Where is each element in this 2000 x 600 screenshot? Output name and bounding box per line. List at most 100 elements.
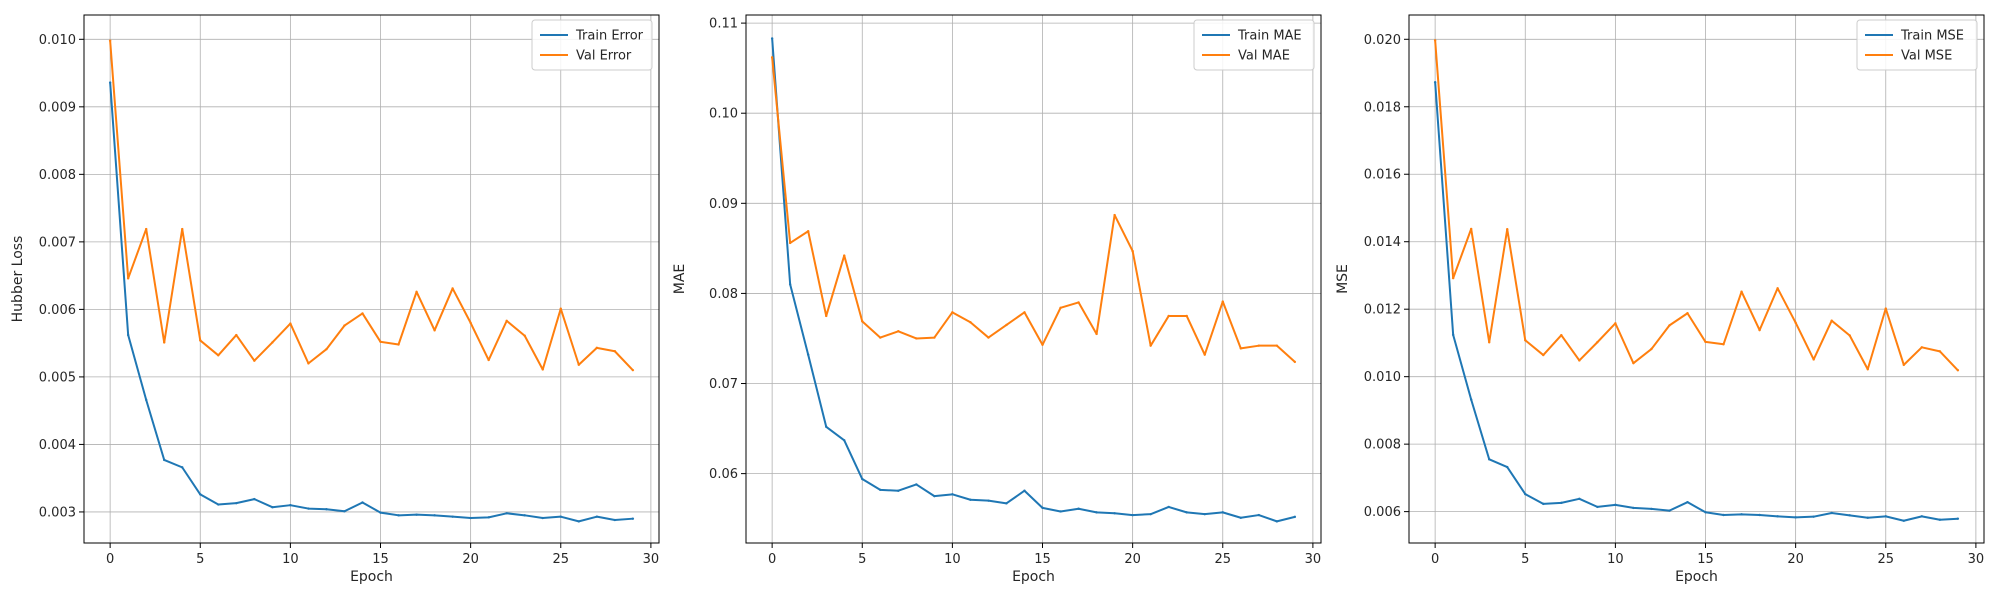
data-point — [1866, 516, 1869, 519]
data-point — [1257, 513, 1261, 517]
data-point — [595, 515, 599, 518]
x-tick-label: 15 — [372, 552, 389, 567]
data-point — [879, 488, 882, 492]
data-point — [1956, 517, 1960, 520]
data-point — [505, 512, 508, 515]
data-point — [897, 330, 900, 333]
data-point — [1005, 502, 1008, 505]
data-point — [1239, 516, 1242, 519]
data-point — [559, 307, 562, 310]
data-point — [1506, 228, 1509, 231]
data-point — [1812, 358, 1815, 361]
data-point — [1221, 300, 1224, 303]
data-point — [1758, 513, 1761, 517]
x-tick-label: 0 — [768, 552, 776, 567]
data-point — [415, 290, 418, 294]
legend: Train Error Val Error — [531, 19, 653, 71]
data-point — [1185, 511, 1188, 514]
data-point — [1794, 321, 1797, 324]
x-tick-label: 30 — [1305, 552, 1322, 567]
data-point — [126, 333, 130, 337]
series-line-train — [1434, 82, 1958, 522]
data-point — [397, 343, 400, 346]
data-point — [788, 241, 792, 245]
data-point — [289, 503, 292, 507]
data-point — [1257, 344, 1261, 347]
data-point — [1469, 227, 1473, 231]
y-tick-label: 0.003 — [39, 505, 76, 520]
data-point — [1542, 502, 1545, 506]
y-tick-label: 0.008 — [39, 168, 76, 183]
x-tick-label: 25 — [1877, 552, 1894, 567]
legend-box — [531, 19, 653, 71]
data-point — [1488, 458, 1491, 461]
data-point — [235, 501, 238, 505]
data-point — [1560, 333, 1563, 337]
data-point — [1650, 507, 1653, 511]
data-point — [1506, 465, 1509, 469]
data-point — [987, 336, 990, 339]
data-point — [1131, 513, 1134, 517]
x-tick-label: 10 — [944, 552, 961, 567]
data-point — [144, 227, 148, 231]
data-point — [1830, 319, 1833, 322]
x-tick-label: 15 — [1697, 552, 1714, 567]
data-point — [361, 501, 364, 504]
data-point — [1005, 323, 1008, 327]
data-point — [397, 514, 400, 517]
data-point — [1920, 346, 1924, 349]
data-point — [163, 458, 166, 462]
data-point — [1614, 503, 1617, 507]
x-tick-label: 20 — [1787, 552, 1804, 567]
x-axis-label: Epoch — [1012, 569, 1055, 585]
data-point — [1668, 509, 1671, 512]
data-point — [523, 334, 526, 337]
x-tick-label: 5 — [858, 552, 866, 567]
data-point — [523, 514, 526, 517]
data-point — [541, 368, 544, 371]
y-tick-label: 0.10 — [709, 107, 738, 122]
data-point — [1866, 368, 1869, 371]
series-line-val — [1434, 40, 1959, 371]
data-point — [271, 341, 274, 344]
data-point — [433, 329, 436, 332]
data-point — [1113, 213, 1116, 217]
data-point — [1794, 516, 1797, 519]
y-axis-label: Hubber Loss — [10, 236, 26, 323]
data-point — [379, 340, 382, 343]
data-point — [271, 506, 274, 509]
data-point — [806, 230, 810, 233]
legend-label: Val Error — [576, 49, 632, 64]
data-point — [770, 56, 774, 59]
data-point — [770, 37, 774, 40]
data-point — [969, 321, 972, 324]
data-point — [1686, 500, 1689, 504]
data-point — [325, 508, 328, 511]
data-point — [825, 314, 828, 318]
y-axis-label: MAE — [672, 264, 688, 295]
data-point — [1149, 344, 1152, 347]
data-point — [1632, 361, 1635, 365]
data-point — [806, 353, 810, 356]
data-point — [1704, 340, 1707, 344]
data-point — [1488, 341, 1491, 344]
data-point — [1203, 512, 1206, 516]
data-point — [1469, 398, 1473, 401]
data-point — [1077, 301, 1080, 304]
y-tick-label: 0.020 — [1364, 33, 1401, 48]
data-point — [1077, 507, 1080, 510]
data-point — [289, 322, 292, 325]
series-line-train — [109, 82, 633, 523]
x-tick-label: 30 — [1968, 552, 1985, 567]
y-tick-label: 0.09 — [709, 197, 738, 212]
data-point — [915, 483, 918, 486]
data-point — [505, 319, 508, 323]
y-tick-label: 0.006 — [39, 303, 76, 318]
x-tick-label: 0 — [1431, 552, 1439, 567]
data-point — [1203, 353, 1206, 356]
data-point — [1560, 501, 1563, 505]
data-point — [469, 516, 472, 520]
data-point — [595, 346, 599, 350]
data-point — [825, 425, 828, 428]
